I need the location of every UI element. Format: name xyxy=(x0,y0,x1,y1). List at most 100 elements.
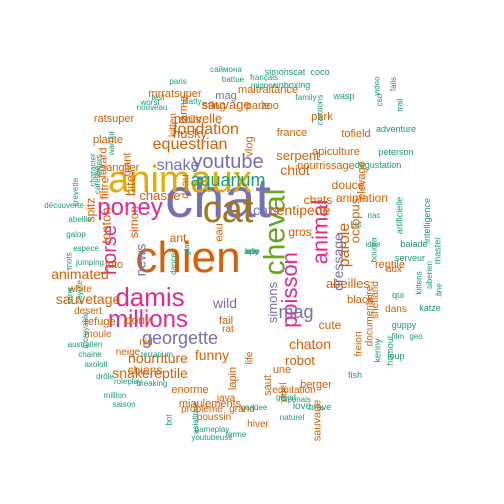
cloud-word: kot xyxy=(350,220,362,229)
cloud-word: youtubeuse xyxy=(191,433,233,442)
cloud-word: caresse xyxy=(92,165,102,194)
cloud-word: mrratsuper xyxy=(148,87,202,100)
cloud-word: fish xyxy=(347,369,362,380)
cloud-word: trail xyxy=(394,98,404,112)
cloud-word: boudra xyxy=(368,237,378,263)
cloud-word: drôle xyxy=(96,372,114,381)
cloud-word: саймона xyxy=(210,65,242,74)
cloud-word: problème xyxy=(181,404,223,415)
cloud-word: berger xyxy=(300,378,332,391)
cloud-word: film xyxy=(391,332,405,341)
cloud-word: cute xyxy=(318,318,342,332)
cloud-word: chat xyxy=(165,166,271,229)
cloud-word: intelligence xyxy=(422,197,433,243)
cloud-word: loup xyxy=(387,350,405,361)
cloud-word: equitation xyxy=(272,385,316,396)
cloud-word: animated xyxy=(51,266,109,282)
cloud-word: reptile xyxy=(375,258,405,271)
cloud-word: battue xyxy=(221,75,245,84)
cloud-word: cso xyxy=(374,93,384,107)
cloud-word: une xyxy=(272,363,292,376)
cloud-word: youtube xyxy=(192,151,264,173)
cloud-word: breaking xyxy=(136,379,168,388)
cloud-word: roleplay xyxy=(113,377,142,386)
cloud-word: chaine xyxy=(78,350,102,359)
cloud-word: sauvage xyxy=(201,96,251,112)
cloud-word: france xyxy=(276,126,308,139)
cloud-word: unboxing xyxy=(273,79,311,90)
cloud-word: apiculture xyxy=(312,145,360,158)
cloud-word: enorme xyxy=(171,383,209,396)
cloud-word: equestrian xyxy=(152,136,228,153)
cloud-word: bite xyxy=(122,174,138,196)
cloud-word: poussin xyxy=(196,412,232,423)
cloud-word: mignon xyxy=(250,81,278,90)
cloud-word: découverte xyxy=(44,201,84,210)
cloud-word: white xyxy=(68,284,92,295)
cloud-word: refuge xyxy=(84,315,116,328)
cloud-word: australien xyxy=(67,340,103,349)
cloud-word: deau xyxy=(179,173,192,199)
cloud-word: park xyxy=(311,110,333,123)
cloud-word: java xyxy=(216,393,236,404)
cloud-word: kittens xyxy=(414,271,424,295)
cloud-word: chiot xyxy=(280,162,310,178)
cloud-word: gta xyxy=(182,244,192,256)
cloud-word: abeilles xyxy=(325,275,371,291)
cloud-word: tofield xyxy=(341,127,371,140)
cloud-word: husky xyxy=(173,125,207,141)
cloud-word: nourrissage xyxy=(297,159,355,172)
cloud-word: bot xyxy=(164,414,174,426)
cloud-word: naturel xyxy=(279,413,305,422)
cloud-word: eau xyxy=(213,222,226,242)
cloud-word: nouvelle xyxy=(173,110,223,126)
cloud-word: kenny xyxy=(372,337,383,363)
cloud-word: ame xyxy=(244,247,260,256)
cloud-word: paris xyxy=(169,77,187,86)
cloud-word: tuto xyxy=(104,258,124,271)
cloud-word: coco xyxy=(310,66,330,77)
cloud-word: animation xyxy=(335,191,389,205)
cloud-word: aux xyxy=(385,264,403,275)
cloud-word: simonscat xyxy=(264,66,306,77)
cloud-word: zoo xyxy=(261,99,279,112)
cloud-word: sting xyxy=(202,99,226,112)
cloud-word: sans xyxy=(64,287,74,305)
cloud-word: worst xyxy=(140,98,160,107)
cloud-word: news xyxy=(131,243,148,277)
cloud-word: dégustation xyxy=(354,159,402,170)
cloud-word: lolly xyxy=(245,247,259,256)
cloud-word: mag xyxy=(278,302,314,322)
cloud-word: ratsuper xyxy=(93,112,135,125)
cloud-word: centipede xyxy=(269,202,331,218)
cloud-word: damis xyxy=(115,282,185,312)
cloud-word: ape xyxy=(245,247,259,256)
cloud-word: wild xyxy=(212,295,238,311)
cloud-word: colis xyxy=(178,113,201,126)
cloud-word: poney xyxy=(97,194,163,221)
cloud-word: gmod xyxy=(275,393,296,402)
cloud-word: français xyxy=(249,73,278,82)
cloud-word: nouveau xyxy=(136,103,168,112)
cloud-word: moule xyxy=(84,329,112,340)
cloud-word: master xyxy=(432,236,443,264)
cloud-word: nourriture xyxy=(128,350,188,366)
cloud-word: snakereptile xyxy=(112,365,188,381)
cloud-word: test xyxy=(151,93,165,102)
cloud-word: geo xyxy=(409,332,423,341)
cloud-word: warrior xyxy=(106,130,116,156)
cloud-word: wasp xyxy=(333,90,355,101)
cloud-word: life xyxy=(243,351,255,365)
cloud-word: dans xyxy=(385,304,407,315)
cloud-word: siberien xyxy=(424,260,434,290)
cloud-word: kitten xyxy=(167,113,179,137)
cloud-word: fondation xyxy=(173,121,239,138)
cloud-word: tonton xyxy=(98,206,114,244)
cloud-word: funny xyxy=(194,347,230,363)
cloud-word: serpent xyxy=(276,147,320,163)
cloud-word: jumping xyxy=(75,258,104,267)
cloud-word: balade xyxy=(400,238,428,249)
cloud-word: chiens xyxy=(127,363,163,377)
cloud-word: platty xyxy=(182,97,202,106)
cloud-word: love xyxy=(292,401,312,412)
